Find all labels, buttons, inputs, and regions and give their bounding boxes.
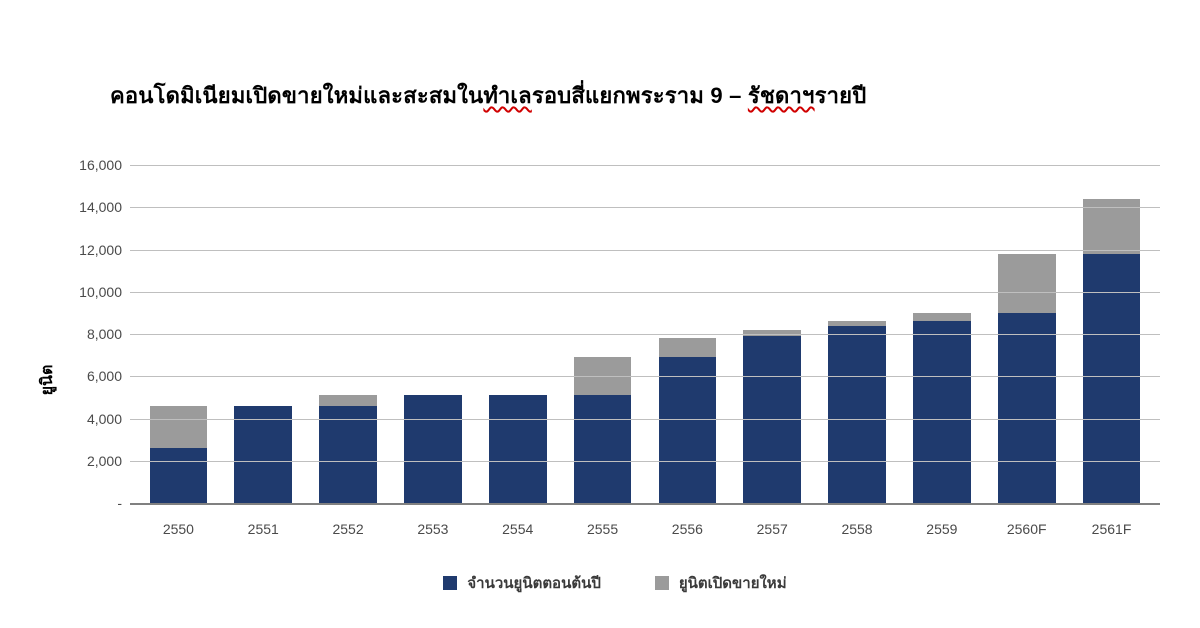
gridline bbox=[130, 376, 1160, 377]
legend-swatch bbox=[443, 576, 457, 590]
bar-segment bbox=[489, 395, 547, 503]
bar-slot bbox=[899, 313, 984, 503]
gridline bbox=[130, 165, 1160, 166]
bar-slot bbox=[730, 330, 815, 503]
y-tick-label: 4,000 bbox=[87, 412, 122, 426]
y-tick-label: 12,000 bbox=[79, 243, 122, 257]
bar-segment bbox=[659, 338, 717, 357]
title-wavy-2: รัชดาฯ bbox=[748, 83, 815, 108]
title-part-1: คอนโดมิเนียมเปิดขายใหม่และสะสมใน bbox=[110, 83, 483, 108]
title-part-2: รอบสี่แยกพระราม 9 – bbox=[532, 83, 748, 108]
bar-segment bbox=[574, 395, 632, 503]
bar-segment bbox=[659, 357, 717, 503]
legend-swatch bbox=[655, 576, 669, 590]
legend-label: จำนวนยูนิตตอนต้นปี bbox=[467, 571, 600, 595]
bar-segment bbox=[234, 406, 292, 503]
bar-stack bbox=[913, 313, 971, 503]
y-tick-label: 8,000 bbox=[87, 327, 122, 341]
title-part-3: รายปี bbox=[815, 83, 867, 108]
bar-segment bbox=[319, 406, 377, 503]
x-tick-label: 2550 bbox=[136, 521, 221, 537]
x-tick-label: 2561F bbox=[1069, 521, 1154, 537]
x-tick-label: 2553 bbox=[390, 521, 475, 537]
bar-slot bbox=[136, 406, 221, 503]
legend-item: ยูนิตเปิดขายใหม่ bbox=[655, 571, 787, 595]
y-tick-label: 14,000 bbox=[79, 200, 122, 214]
bar-stack bbox=[234, 406, 292, 503]
x-tick-label: 2555 bbox=[560, 521, 645, 537]
bar-slot bbox=[390, 395, 475, 503]
gridline bbox=[130, 292, 1160, 293]
legend-item: จำนวนยูนิตตอนต้นปี bbox=[443, 571, 600, 595]
bar-stack bbox=[659, 338, 717, 503]
x-tick-label: 2554 bbox=[475, 521, 560, 537]
bar-segment bbox=[913, 321, 971, 503]
bar-stack bbox=[1083, 199, 1141, 503]
bar-slot bbox=[221, 406, 306, 503]
gridline bbox=[130, 461, 1160, 462]
bar-slot bbox=[645, 338, 730, 503]
gridline bbox=[130, 207, 1160, 208]
x-axis-labels: 2550255125522553255425552556255725582559… bbox=[130, 521, 1160, 537]
x-tick-label: 2552 bbox=[306, 521, 391, 537]
legend-label: ยูนิตเปิดขายใหม่ bbox=[679, 571, 787, 595]
x-tick-label: 2558 bbox=[815, 521, 900, 537]
bar-segment bbox=[998, 254, 1056, 313]
bar-stack bbox=[828, 321, 886, 503]
bar-segment bbox=[828, 326, 886, 503]
y-axis-label: ยูนิต bbox=[35, 365, 60, 396]
y-tick-label: 10,000 bbox=[79, 285, 122, 299]
x-tick-label: 2557 bbox=[730, 521, 815, 537]
bar-stack bbox=[150, 406, 208, 503]
bar-stack bbox=[574, 357, 632, 503]
y-tick-label: - bbox=[117, 496, 122, 510]
chart-title: คอนโดมิเนียมเปิดขายใหม่และสะสมในทำเลรอบส… bbox=[110, 78, 866, 113]
gridline bbox=[130, 334, 1160, 335]
gridline bbox=[130, 250, 1160, 251]
x-tick-label: 2559 bbox=[899, 521, 984, 537]
plot: -2,0004,0006,0008,00010,00012,00014,0001… bbox=[130, 165, 1160, 505]
chart-area: ยูนิต -2,0004,0006,0008,00010,00012,0001… bbox=[60, 165, 1170, 595]
gridline bbox=[130, 419, 1160, 420]
bar-slot bbox=[475, 395, 560, 503]
bar-slot bbox=[306, 395, 391, 503]
bar-stack bbox=[489, 395, 547, 503]
bar-segment bbox=[404, 395, 462, 503]
y-tick-label: 6,000 bbox=[87, 369, 122, 383]
x-tick-label: 2556 bbox=[645, 521, 730, 537]
bar-slot bbox=[1069, 199, 1154, 503]
x-tick-label: 2560F bbox=[984, 521, 1069, 537]
bar-segment bbox=[998, 313, 1056, 503]
plot-wrap: -2,0004,0006,0008,00010,00012,00014,0001… bbox=[130, 165, 1160, 505]
bar-segment bbox=[150, 448, 208, 503]
bar-segment bbox=[150, 406, 208, 448]
bar-segment bbox=[913, 313, 971, 321]
bar-stack bbox=[319, 395, 377, 503]
page: คอนโดมิเนียมเปิดขายใหม่และสะสมในทำเลรอบส… bbox=[0, 0, 1200, 628]
bar-stack bbox=[404, 395, 462, 503]
bar-slot bbox=[815, 321, 900, 503]
legend: จำนวนยูนิตตอนต้นปี ยูนิตเปิดขายใหม่ bbox=[60, 571, 1170, 595]
bar-slot bbox=[560, 357, 645, 503]
bar-segment bbox=[319, 395, 377, 406]
y-tick-label: 2,000 bbox=[87, 454, 122, 468]
x-tick-label: 2551 bbox=[221, 521, 306, 537]
bar-stack bbox=[743, 330, 801, 503]
bar-segment bbox=[743, 336, 801, 503]
y-tick-label: 16,000 bbox=[79, 158, 122, 172]
title-wavy-1: ทำเล bbox=[483, 83, 531, 108]
